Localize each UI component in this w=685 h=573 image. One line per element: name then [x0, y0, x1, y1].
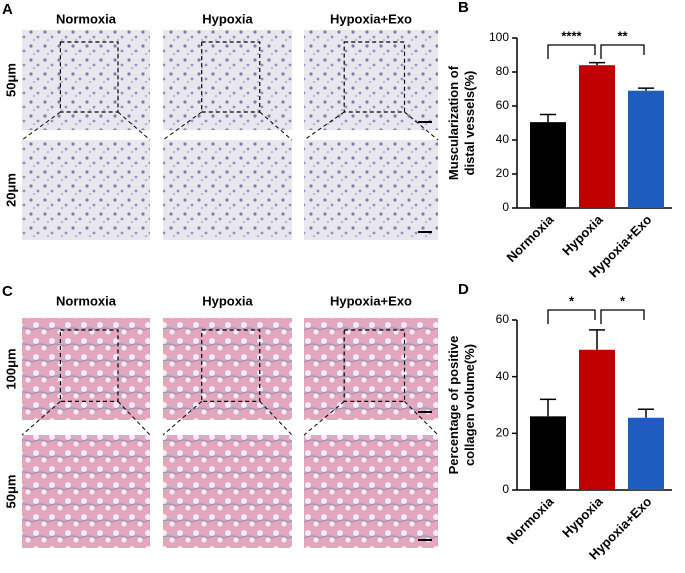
row-label: 100μm	[3, 348, 18, 389]
significance-label: ****	[561, 28, 582, 43]
zoom-box	[343, 41, 406, 113]
column-label: Normoxia	[56, 11, 117, 26]
zoom-box	[343, 329, 406, 403]
zoom-box	[59, 329, 119, 403]
y-tick-label: 100	[489, 30, 509, 44]
micrograph	[304, 435, 438, 548]
zoom-box	[59, 41, 119, 113]
micrograph	[304, 318, 438, 420]
x-tick-label: Normoxia	[504, 493, 558, 547]
y-axis-label-line: distal vessels(%)	[462, 71, 477, 176]
zoom-line	[404, 111, 439, 141]
y-tick-label: 60	[496, 98, 510, 112]
y-axis-label-line: Percentage of positive	[447, 336, 462, 475]
column-label: Hypoxia	[202, 11, 253, 26]
zoom-line	[303, 401, 345, 436]
panel-letter: C	[2, 283, 13, 300]
micrograph	[163, 318, 292, 420]
x-tick-label: Hypoxia	[559, 211, 606, 258]
bar	[628, 90, 664, 208]
x-tick-label: Normoxia	[504, 211, 558, 265]
scale-bar	[418, 121, 432, 123]
panel-letter: A	[2, 1, 13, 18]
bar	[628, 417, 664, 490]
scale-bar	[418, 231, 432, 233]
y-tick-label: 40	[496, 132, 510, 146]
micrograph	[304, 30, 438, 130]
y-axis-label-line: Muscularization of	[447, 65, 462, 180]
significance-bracket	[547, 44, 596, 59]
bar	[579, 65, 615, 208]
y-tick-label: 20	[496, 426, 510, 440]
column-label: Hypoxia	[202, 293, 253, 308]
zoom-line	[117, 401, 151, 436]
bar	[579, 349, 615, 490]
micrograph	[163, 140, 292, 240]
x-tick-label: Hypoxia	[559, 493, 606, 540]
zoom-line	[259, 401, 293, 436]
y-tick-label: 60	[496, 312, 510, 326]
micrograph	[22, 318, 150, 420]
y-axis-label: Percentage of positivecollagen volume(%)	[447, 336, 478, 475]
column-label: Hypoxia+Exo	[330, 293, 412, 308]
y-tick-label: 0	[502, 200, 509, 214]
row-label: 50μm	[3, 63, 18, 97]
micrograph	[22, 435, 150, 548]
scale-bar	[418, 539, 432, 541]
zoom-line	[162, 401, 203, 436]
significance-bracket	[547, 309, 596, 324]
zoom-box	[201, 41, 261, 113]
row-label: 20μm	[3, 173, 18, 207]
zoom-line	[117, 111, 151, 141]
zoom-line	[303, 111, 345, 141]
micrograph	[22, 140, 150, 240]
significance-bracket	[600, 44, 645, 59]
significance-bracket	[600, 309, 645, 324]
significance-label: *	[620, 293, 626, 308]
micrograph	[163, 30, 292, 130]
bar	[530, 416, 566, 490]
y-tick-label: 40	[496, 369, 510, 383]
bar	[530, 122, 566, 208]
y-tick-label: 20	[496, 166, 510, 180]
scale-bar	[418, 411, 432, 413]
significance-label: *	[569, 293, 575, 308]
row-label: 50μm	[3, 475, 18, 509]
micrograph	[22, 30, 150, 130]
zoom-line	[21, 401, 61, 436]
zoom-line	[404, 401, 439, 436]
y-axis-label: Muscularization ofdistal vessels(%)	[447, 65, 478, 180]
panel-letter: B	[458, 0, 469, 16]
significance-label: **	[617, 28, 628, 43]
zoom-line	[162, 111, 202, 141]
micrograph	[163, 435, 292, 548]
micrograph	[304, 140, 438, 240]
zoom-line	[21, 111, 61, 141]
column-label: Normoxia	[56, 293, 117, 308]
y-tick-label: 80	[496, 64, 510, 78]
zoom-box	[201, 329, 261, 403]
panel-letter: D	[458, 281, 469, 298]
y-tick-label: 0	[502, 482, 509, 496]
zoom-line	[259, 111, 293, 141]
y-axis-label-line: collagen volume(%)	[462, 344, 477, 466]
column-label: Hypoxia+Exo	[330, 11, 412, 26]
